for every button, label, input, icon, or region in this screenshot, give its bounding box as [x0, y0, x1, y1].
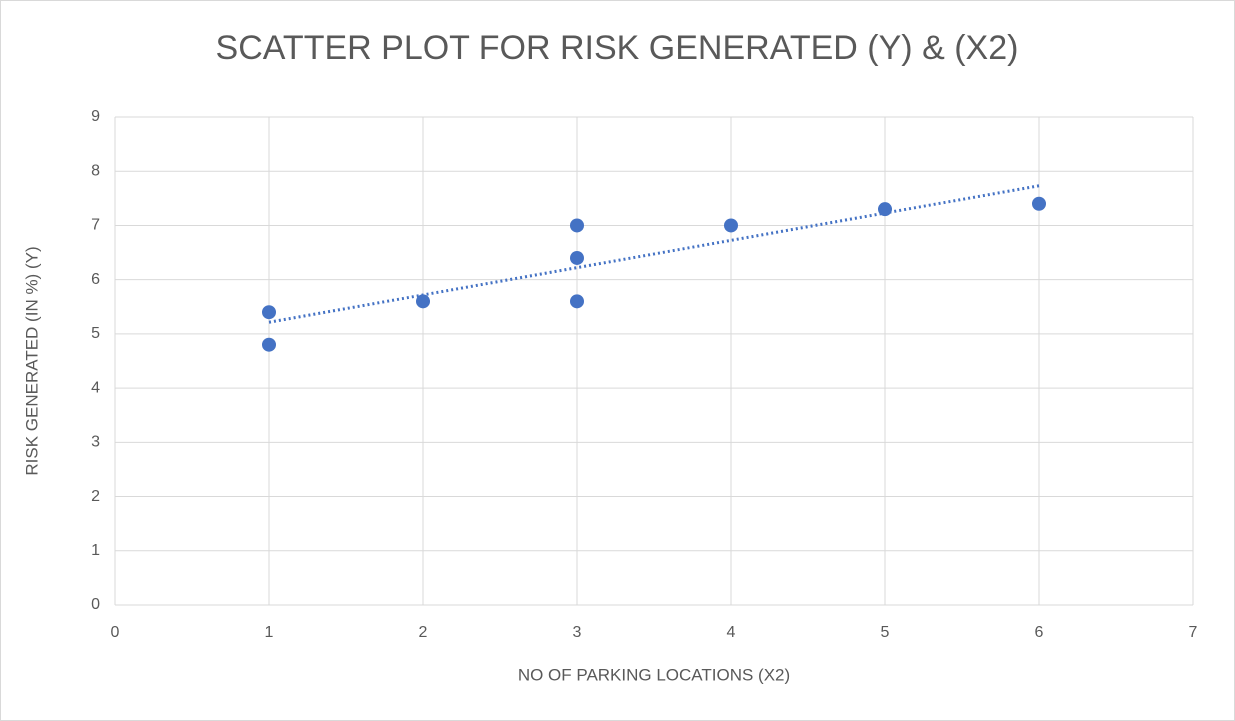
y-tick-label: 0 [91, 596, 100, 613]
x-tick-label: 1 [265, 624, 274, 641]
y-axis-label: RISK GENERATED (IN %) (Y) [22, 246, 41, 475]
x-tick-label: 5 [881, 624, 890, 641]
x-tick-label: 6 [1035, 624, 1044, 641]
x-tick-label: 2 [419, 624, 428, 641]
chart-title: SCATTER PLOT FOR RISK GENERATED (Y) & (X… [216, 29, 1019, 67]
y-tick-label: 7 [91, 217, 100, 234]
y-tick-label: 3 [91, 434, 100, 451]
x-tick-label: 3 [573, 624, 582, 641]
trendline [268, 184, 1040, 324]
point [570, 294, 584, 309]
point [1032, 196, 1046, 211]
x-tick-label: 7 [1189, 624, 1198, 641]
point [570, 218, 584, 233]
x-axis-label: NO OF PARKING LOCATIONS (X2) [518, 665, 790, 684]
point [570, 250, 584, 265]
y-tick-label: 8 [91, 162, 100, 179]
point [416, 294, 430, 309]
y-tick-label: 5 [91, 325, 100, 342]
y-tick-label: 6 [91, 271, 100, 288]
y-tick-label: 4 [91, 379, 100, 396]
point [262, 337, 276, 352]
y-tick-label: 9 [91, 108, 100, 125]
point [724, 218, 738, 233]
point [262, 305, 276, 320]
y-tick-label: 2 [91, 488, 100, 505]
x-tick-label: 4 [727, 624, 736, 641]
point [878, 202, 892, 217]
x-tick-label: 0 [111, 624, 120, 641]
y-tick-label: 1 [91, 542, 100, 559]
